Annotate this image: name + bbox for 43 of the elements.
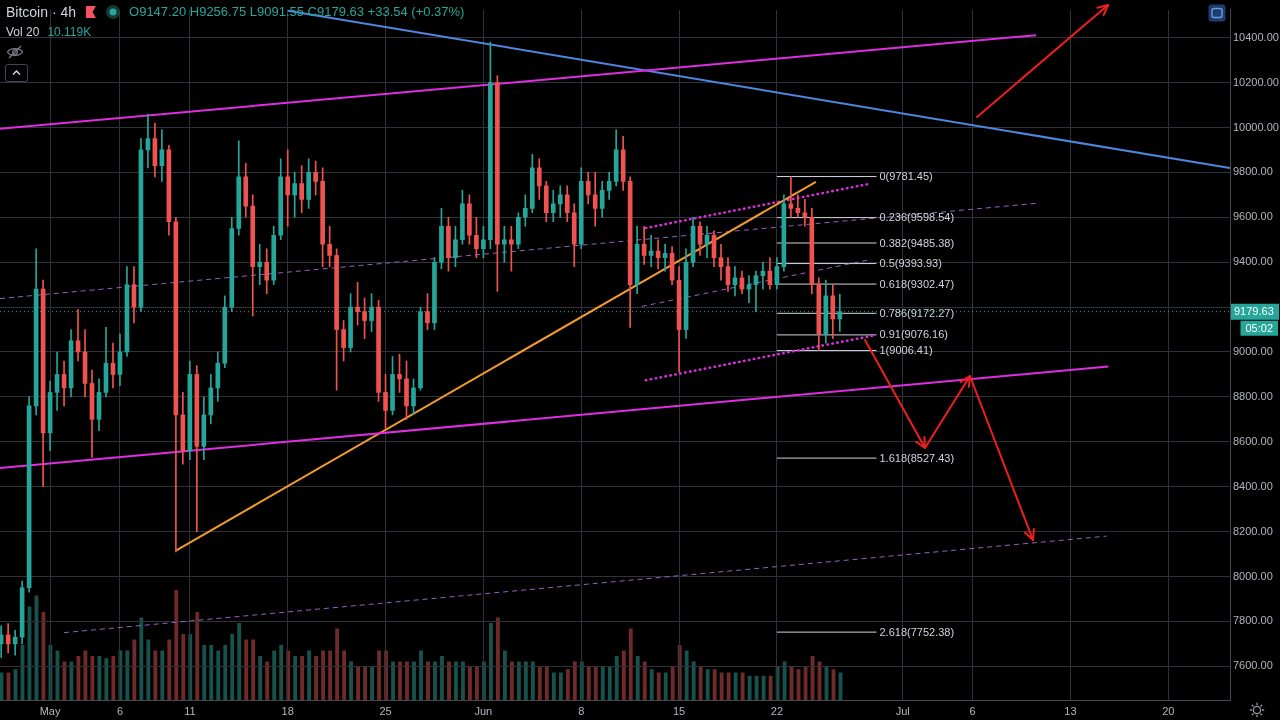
x-tick-label: Jul bbox=[895, 704, 910, 717]
y-tick-label: 9800.00 bbox=[1233, 165, 1273, 178]
y-tick-label: 8200.00 bbox=[1233, 524, 1273, 537]
text: 05:02 bbox=[1245, 321, 1273, 334]
y-tick-label: 10400.00 bbox=[1233, 30, 1279, 43]
series-label: 1.618(8527.43) bbox=[879, 451, 955, 464]
annotation: 10.119K bbox=[47, 25, 92, 39]
y-tick-label: 9000.00 bbox=[1233, 345, 1273, 358]
series-label: 2.618(7752.38) bbox=[879, 625, 955, 638]
x-tick-label: 8 bbox=[578, 704, 585, 717]
x-tick-label: 6 bbox=[969, 704, 976, 717]
chart-title: Bitcoin · 4h bbox=[6, 4, 77, 20]
y-tick-label: 9400.00 bbox=[1233, 255, 1273, 268]
x-tick-label: 20 bbox=[1162, 704, 1175, 717]
x-tick-label: Jun bbox=[474, 704, 493, 717]
x-tick-label: 22 bbox=[770, 704, 784, 717]
x-tick-label: May bbox=[39, 704, 61, 717]
y-tick-label: 10200.00 bbox=[1233, 75, 1279, 88]
x-tick-label: 25 bbox=[379, 704, 392, 717]
series-label: 0.91(9076.16) bbox=[879, 328, 948, 341]
series-label: 0(9781.45) bbox=[879, 170, 933, 183]
y-tick-label: 10000.00 bbox=[1233, 120, 1279, 133]
series-label: 0.786(9172.27) bbox=[879, 306, 955, 319]
x-tick-label: 6 bbox=[116, 704, 124, 717]
series-label: 0.382(9485.38) bbox=[879, 236, 955, 249]
x-tick-label: 15 bbox=[672, 704, 686, 717]
series-label: 1(9006.41) bbox=[879, 344, 933, 357]
y-tick-label: 8000.00 bbox=[1233, 569, 1273, 582]
y-tick-label: 7600.00 bbox=[1233, 659, 1273, 672]
series-label: 0.5(9393.93) bbox=[879, 257, 942, 270]
ref-line-label: 9179.63 bbox=[1234, 305, 1274, 318]
chart-subtitle: O9147.20 H9256.75 L9091.55 C9179.63 +33.54 (+0.37%) bbox=[129, 4, 465, 20]
y-tick-label: 7800.00 bbox=[1233, 614, 1273, 627]
x-tick-label: 11 bbox=[184, 704, 196, 717]
y-tick-label: 8800.00 bbox=[1233, 389, 1273, 402]
y-tick-label: 9600.00 bbox=[1233, 210, 1273, 223]
y-tick-label: 8600.00 bbox=[1233, 434, 1273, 447]
series-label: 0.618(9302.47) bbox=[879, 277, 955, 290]
series-label: 0.236(9598.54) bbox=[879, 211, 955, 224]
y-tick-label: 8400.00 bbox=[1233, 479, 1273, 492]
annotation: Vol 20 bbox=[6, 25, 40, 39]
x-tick-label: 13 bbox=[1064, 704, 1077, 717]
x-tick-label: 18 bbox=[281, 704, 294, 717]
